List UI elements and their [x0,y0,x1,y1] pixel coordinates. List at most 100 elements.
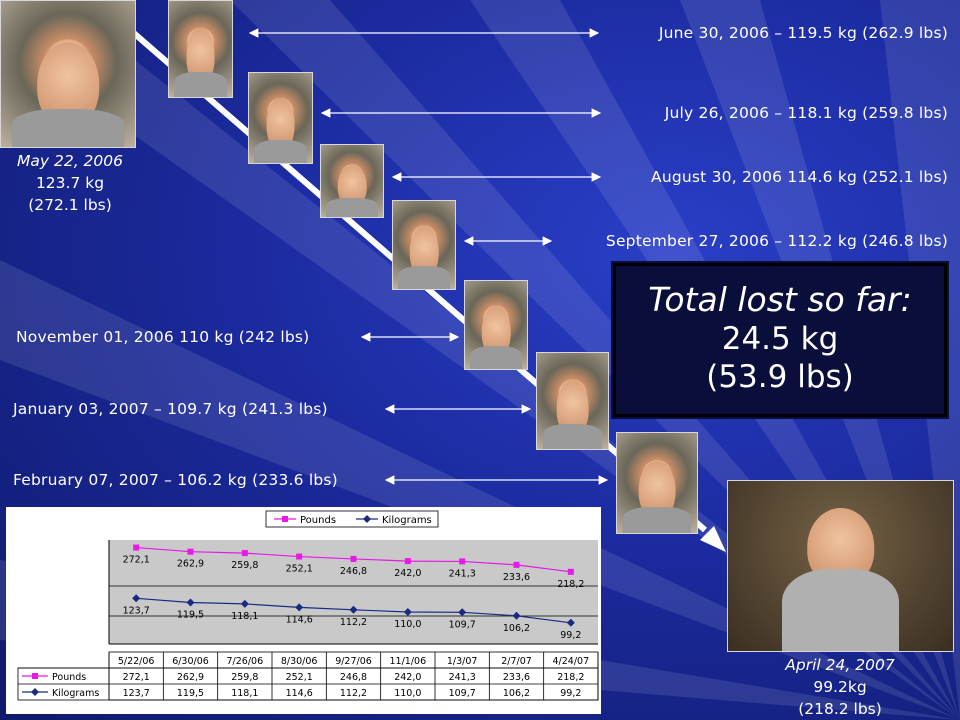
legend-label-kilograms: Kilograms [382,515,432,526]
tick-label-0: 5/22/06 [118,656,155,667]
table-cell-kilograms-7: 106,2 [503,688,530,699]
point-kilograms-6 [458,608,467,617]
point-kilograms-3 [295,603,304,612]
legend-label-pounds: Pounds [300,515,336,526]
end-lbs: (218.2 lbs) [798,700,882,718]
table-cell-kilograms-2: 118,1 [231,688,258,699]
table-cell-kilograms-5: 110,0 [394,688,421,699]
total-lbs: (53.9 lbs) [706,359,854,395]
table-legend-marker-kilograms [31,688,39,696]
data-label-kilograms-5: 110,0 [394,619,421,630]
table-cell-pounds-4: 246,8 [340,672,367,683]
entry-2: July 26, 2006 – 118.1 kg (259.8 lbs) [664,104,948,122]
total-title: Total lost so far: [648,280,912,319]
table-cell-kilograms-0: 123,7 [123,688,150,699]
point-kilograms-4 [349,605,358,614]
end-kg: 99.2kg [813,678,867,696]
point-kilograms-5 [403,608,412,616]
photo-entry-7 [616,432,698,534]
table-series-name-pounds: Pounds [52,672,86,683]
data-label-kilograms-3: 114,6 [286,614,313,625]
table-cell-kilograms-6: 109,7 [449,688,476,699]
entry-5: November 01, 2006 110 kg (242 lbs) [16,328,310,346]
tick-label-8: 4/24/07 [553,656,590,667]
table-cell-pounds-5: 242,0 [394,672,421,683]
tick-label-7: 2/7/07 [501,656,532,667]
tick-label-4: 9/27/06 [335,656,372,667]
point-pounds-8 [567,568,574,575]
data-label-pounds-7: 233,6 [503,572,530,583]
point-pounds-1 [187,548,194,555]
entry-7: February 07, 2007 – 106.2 kg (233.6 lbs) [13,471,338,489]
point-kilograms-7 [512,611,521,620]
point-pounds-5 [404,558,411,565]
photo-entry-3 [320,144,384,218]
data-label-kilograms-4: 112,2 [340,617,367,628]
end-caption: April 24, 2007 99.2kg (218.2 lbs) [760,654,920,720]
table-cell-pounds-8: 218,2 [557,672,584,683]
point-pounds-2 [241,550,248,557]
start-kg: 123.7 kg [35,174,105,192]
photo-entry-5 [464,280,528,370]
data-label-pounds-0: 272,1 [123,555,150,566]
start-caption: May 22, 2006 123.7 kg (272.1 lbs) [0,150,140,216]
table-cell-kilograms-3: 114,6 [286,688,313,699]
data-label-pounds-8: 218,2 [557,579,584,590]
entry-3: August 30, 2006 114.6 kg (252.1 lbs) [651,168,948,186]
table-cell-kilograms-4: 112,2 [340,688,367,699]
table-cell-pounds-2: 259,8 [231,672,258,683]
table-cell-pounds-0: 272,1 [123,672,150,683]
data-label-kilograms-1: 119,5 [177,610,204,621]
data-label-kilograms-6: 109,7 [449,619,476,630]
table-cell-pounds-6: 241,3 [449,672,476,683]
data-label-pounds-3: 252,1 [286,564,313,575]
total-kg: 24.5 kg [721,321,839,357]
photo-entry-2 [248,72,313,164]
entry-1: June 30, 2006 – 119.5 kg (262.9 lbs) [658,24,948,42]
data-label-pounds-2: 259,8 [231,560,258,571]
weight-chart-svg: Pounds Kilograms 272,1 262,9 259,8 252,1 246,8… [17,510,599,701]
tick-label-1: 6/30/06 [172,656,209,667]
weight-chart: Pounds Kilograms 272,1 262,9 259,8 252,1 246,8… [6,507,601,714]
table-legend-marker-pounds [32,673,38,679]
data-label-kilograms-0: 123,7 [123,605,150,616]
start-date: May 22, 2006 [17,152,123,170]
data-label-pounds-6: 241,3 [449,568,476,579]
table-cell-pounds-7: 233,6 [503,672,530,683]
data-label-kilograms-8: 99,2 [560,630,581,641]
tick-label-5: 11/1/06 [390,656,427,667]
point-pounds-0 [133,544,140,551]
tick-label-3: 8/30/06 [281,656,318,667]
data-label-pounds-1: 262,9 [177,559,204,570]
point-kilograms-1 [186,598,195,607]
timeline-arrowhead [700,526,726,552]
photo-start [0,0,136,148]
end-date: April 24, 2007 [785,656,895,674]
point-pounds-6 [459,558,466,565]
photo-entry-4 [392,200,456,290]
table-cell-kilograms-8: 99,2 [560,688,581,699]
data-label-pounds-4: 246,8 [340,566,367,577]
total-lost-box: Total lost so far: 24.5 kg (53.9 lbs) [611,261,949,419]
point-pounds-7 [513,561,520,568]
tick-label-2: 7/26/06 [227,656,264,667]
point-kilograms-2 [240,599,249,608]
point-pounds-4 [350,555,357,562]
entry-4: September 27, 2006 – 112.2 kg (246.8 lbs… [605,232,948,250]
chart-legend [265,510,439,528]
data-label-pounds-5: 242,0 [394,568,421,579]
photo-end [727,480,954,652]
table-series-name-kilograms: Kilograms [52,688,99,699]
photo-entry-6 [536,352,609,450]
point-pounds-3 [296,553,303,560]
legend-marker-kilograms [363,515,371,523]
legend-marker-pounds [282,516,288,522]
photo-entry-1 [168,0,233,98]
point-kilograms-8 [566,618,575,627]
data-label-kilograms-2: 118,1 [231,611,258,622]
table-cell-pounds-3: 252,1 [286,672,313,683]
data-label-kilograms-7: 106,2 [503,623,530,634]
table-cell-pounds-1: 262,9 [177,672,204,683]
entry-6: January 03, 2007 – 109.7 kg (241.3 lbs) [13,400,328,418]
